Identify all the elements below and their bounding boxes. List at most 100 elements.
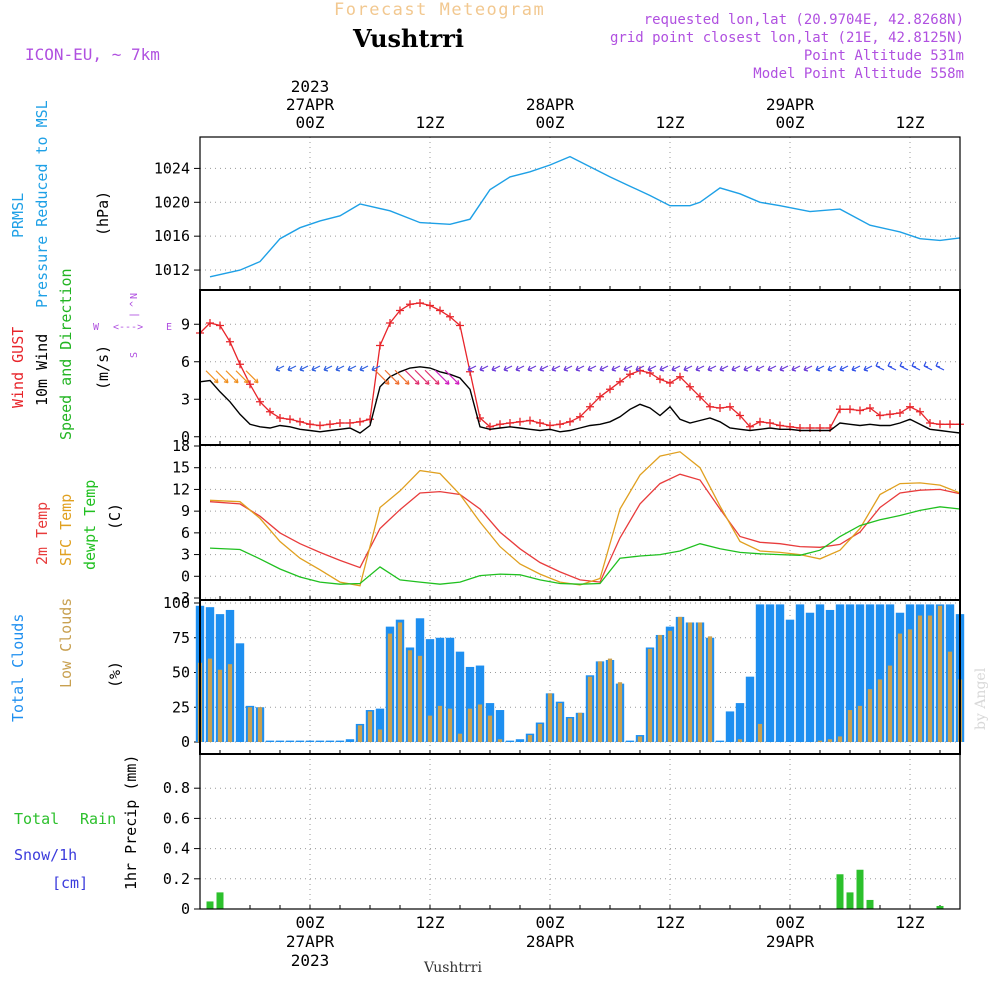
gust-marker [536,419,544,427]
wind-dir-arrow [875,361,885,371]
wind-dir-arrow [611,365,621,372]
y-tick-label: -3 [172,589,190,607]
gust-dir-arrow [205,370,219,384]
y-tick-label: 15 [172,459,190,477]
low-cloud-bar [257,707,263,742]
bottom-hour-label: 12Z [896,913,925,932]
gust-dir-arrow [235,370,249,384]
wind-dir-label: Speed and Direction [57,268,75,440]
y-tick-label: 1020 [154,193,190,211]
top-date-label: 29APR [766,95,815,114]
y-tick-label: 3 [181,390,190,408]
low-cloud-bar [557,703,563,742]
wind-dir-arrow [635,365,645,372]
low-cloud-bar [377,729,383,742]
wind10m-label: 10m Wind [33,334,51,406]
y-tick-label: 50 [172,664,190,682]
low-cloud-bar [847,710,853,742]
gust-marker [716,404,724,412]
low-cloud-bar [867,689,873,742]
wind-dir-arrow [287,365,297,372]
wind-dir-arrow [479,365,489,372]
low-cloud-bar [917,615,923,742]
gust-marker [216,321,224,330]
low-cloud-bar [537,723,543,742]
model-label: ICON-EU, ~ 7km [25,45,160,64]
low-cloud-bar [527,735,533,742]
wind-dir-arrow [851,365,861,372]
gust-marker [836,405,844,414]
gust-marker [616,377,624,386]
low-cloud-bar [247,707,253,742]
gust-dir-arrow [394,369,410,385]
bottom-hour-label: 00Z [536,913,565,932]
gust-marker [416,299,424,307]
gust-marker [756,417,764,426]
low-cloud-bar [217,669,223,742]
gust-marker [896,409,904,417]
gust-marker [626,370,634,379]
gust-marker [566,417,574,426]
gust-marker [276,414,284,422]
compass-v2: | [129,312,140,318]
total-cloud-bar [455,651,465,742]
sfctemp-line [209,451,961,587]
gust-marker [286,415,294,424]
top-date-label: 28APR [526,95,575,114]
wind10m-line [199,366,961,434]
total-cloud-bar [815,604,825,742]
total-cloud-bar [875,604,885,742]
wind-dir-arrow [539,365,549,372]
y-tick-label: 12 [172,480,190,498]
prmsl-line [209,155,961,278]
snow-unit-label: [cm] [52,874,88,892]
gust-marker [426,301,434,310]
y-tick-label: 0 [181,900,190,918]
total-cloud-bar [855,604,865,742]
gust-dir-arrow [374,369,390,385]
gust-marker [746,422,754,431]
rain-bar [856,869,864,909]
y-tick-label: 6 [181,524,190,542]
wind-dir-arrow [599,365,609,372]
wind-dir-arrow [779,365,789,372]
bottom-date-label: 27APR [286,932,335,951]
gust-marker [906,402,914,411]
low-cloud-bar [947,651,953,742]
low-cloud-bar [897,633,903,742]
gust-marker [946,420,954,429]
total-cloud-bar [435,637,445,742]
compass-h: <---> [113,322,143,333]
location-title: Vushtrri [352,24,464,53]
compass-s: S [129,352,140,358]
total-cloud-bar [375,708,385,742]
top-hour-label: 00Z [296,113,325,132]
low-cloud-bar [857,705,863,742]
wind-dir-arrow [887,361,897,371]
total-cloud-bar [335,740,345,742]
compass-e: E [166,322,172,333]
precip-unit: 1hr Precip (mm) [122,755,140,890]
gust-marker [356,417,364,426]
y-tick-label: 1012 [154,261,190,279]
top-hour-label: 12Z [656,113,685,132]
wind-dir-arrow [551,365,561,372]
wind-dir-arrow [335,365,345,372]
y-tick-label: 9 [181,502,190,520]
wind-dir-arrow [935,361,945,371]
total-cloud-bar [315,740,325,742]
gust-dir-arrow [404,369,420,385]
wind-dir-arrow [275,365,285,372]
gust-dir-arrow [434,369,450,385]
gust-marker [336,419,344,427]
total-cloud-bar [495,710,505,742]
total-cloud-bar [735,703,745,742]
gust-marker [236,360,244,369]
gust-marker [496,420,504,429]
gust-marker [736,411,744,420]
gust-marker [526,416,534,425]
total-cloud-bar [835,604,845,742]
gust-marker [686,382,694,391]
y-tick-label: 100 [163,594,190,612]
